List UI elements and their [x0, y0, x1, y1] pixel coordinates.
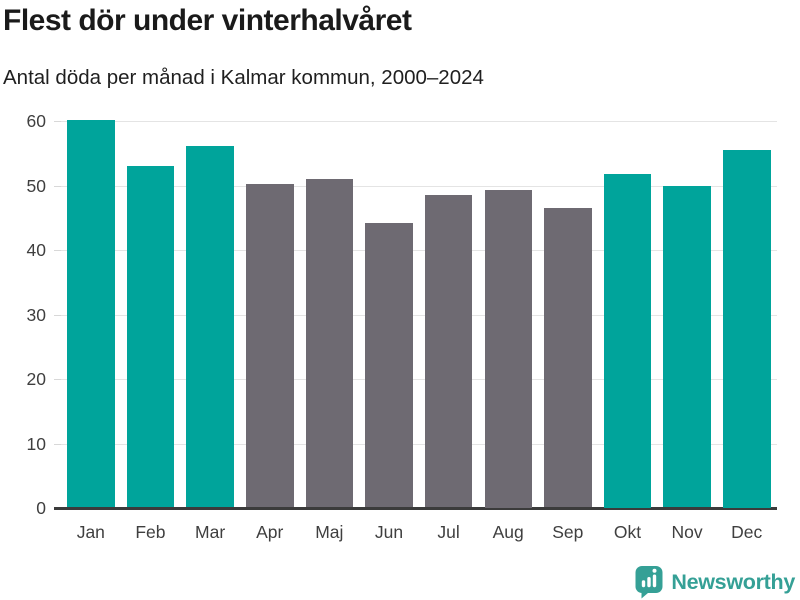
y-axis-label-30: 30	[26, 304, 46, 325]
x-axis-line	[54, 507, 777, 510]
y-axis-label-20: 20	[26, 369, 46, 389]
bar-jan	[67, 119, 115, 508]
chart-title: Flest dör under vinterhalvåret	[3, 4, 412, 37]
gridline-10	[61, 443, 777, 445]
bar-nov	[663, 186, 711, 508]
y-tick-50	[54, 185, 61, 187]
bar-apr	[246, 184, 294, 508]
x-axis-label-apr: Apr	[256, 522, 284, 542]
bar-sep	[544, 208, 592, 508]
bar-jun	[365, 223, 413, 508]
x-axis-label-mar: Mar	[195, 522, 226, 542]
y-tick-30	[54, 314, 61, 316]
y-tick-20	[54, 379, 61, 380]
bar-jul	[424, 194, 473, 508]
chart-subtitle: Antal döda per månad i Kalmar kommun, 20…	[3, 66, 484, 89]
y-axis-label-50: 50	[26, 175, 46, 196]
x-axis-label-feb: Feb	[135, 522, 166, 542]
y-tick-60	[54, 121, 61, 122]
x-axis-label-nov: Nov	[671, 522, 703, 542]
bar-feb	[126, 166, 175, 508]
gridline-30	[61, 314, 777, 316]
y-axis-label-40: 40	[26, 240, 46, 260]
x-axis-label-aug: Aug	[492, 522, 524, 542]
bar-mar	[186, 146, 234, 508]
newsworthy-logo-icon	[635, 566, 663, 599]
x-axis-label-jul: Jul	[437, 522, 460, 542]
x-axis-label-sep: Sep	[552, 522, 584, 542]
bar-okt	[603, 174, 652, 508]
bar-aug	[484, 189, 532, 508]
gridline-60	[61, 121, 777, 122]
y-axis-label-60: 60	[26, 111, 46, 131]
gridline-20	[61, 379, 777, 380]
bar-maj	[305, 178, 354, 508]
x-axis-label-okt: Okt	[613, 522, 642, 542]
x-axis-label-jan: Jan	[76, 522, 105, 542]
y-axis-label-10: 10	[26, 433, 46, 454]
gridline-50	[61, 185, 777, 187]
y-tick-10	[54, 443, 61, 445]
bar-dec	[723, 149, 771, 508]
gridline-40	[61, 250, 777, 251]
y-tick-40	[54, 250, 61, 251]
x-axis-label-maj: Maj	[315, 522, 344, 542]
y-axis-label-0: 0	[36, 498, 46, 518]
newsworthy-wordmark: Newsworthy	[671, 569, 795, 594]
x-axis-label-dec: Dec	[731, 522, 763, 542]
x-axis-label-jun: Jun	[374, 522, 404, 542]
newsworthy-brand[interactable]: Newsworthy	[634, 565, 795, 599]
